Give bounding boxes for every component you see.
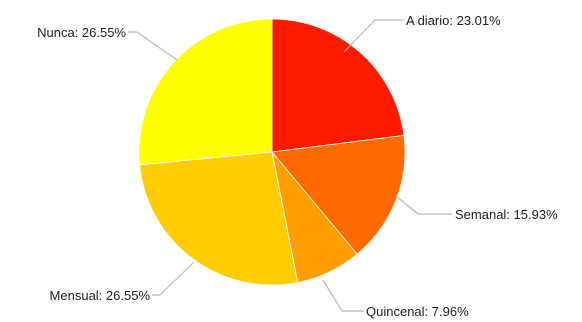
pie-slice-nunca	[138, 18, 273, 166]
slice-label-nunca: Nunca: 26.55%	[37, 25, 126, 40]
slice-label-mensual: Mensual: 26.55%	[50, 288, 151, 303]
leader-line-mensual	[152, 261, 195, 296]
slice-label-quincenal: Quincenal: 7.96%	[366, 304, 469, 319]
leader-line-semanal	[395, 195, 452, 215]
slice-label-semanal: Semanal: 15.93%	[455, 207, 558, 222]
pie-slice-a-diario	[271, 18, 405, 153]
pie-slice-semanal	[271, 134, 406, 255]
pie-slice-mensual	[139, 151, 299, 286]
slice-label-a-diario: A diario: 23.01%	[406, 13, 501, 28]
leader-line-a-diario	[343, 19, 404, 53]
leader-line-quincenal	[322, 279, 364, 312]
leader-line-nunca	[128, 31, 178, 61]
